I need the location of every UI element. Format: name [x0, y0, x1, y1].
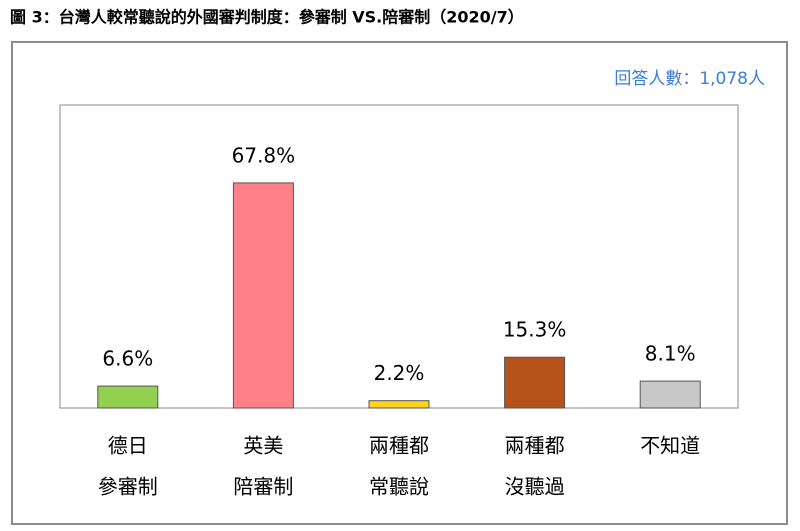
bar	[368, 400, 430, 409]
x-tick-label: 常聽說	[369, 475, 429, 499]
x-tick-label: 參審制	[98, 475, 158, 499]
plot-area	[59, 104, 739, 409]
bar	[97, 385, 159, 409]
value-label: 2.2%	[374, 361, 425, 385]
bar	[639, 380, 701, 409]
value-label: 8.1%	[645, 342, 696, 366]
value-label: 67.8%	[232, 143, 296, 167]
annotation: 回答人數：1,078人	[614, 69, 765, 89]
x-tick-label: 沒聽過	[505, 475, 565, 499]
x-tick-label: 德日	[108, 434, 148, 458]
value-label: 6.6%	[102, 347, 153, 371]
bar	[504, 356, 566, 409]
x-tick-label: 英美	[243, 434, 283, 458]
x-tick-label: 兩種都	[505, 434, 565, 458]
bar	[232, 182, 294, 409]
x-tick-label: 不知道	[640, 434, 700, 458]
value-label: 15.3%	[503, 318, 567, 342]
x-tick-label: 陪審制	[233, 475, 293, 499]
x-tick-label: 兩種都	[369, 434, 429, 458]
chart-title: 圖 3：台灣人較常聽說的外國審判制度：參審制 VS.陪審制（2020/7）	[10, 8, 524, 27]
